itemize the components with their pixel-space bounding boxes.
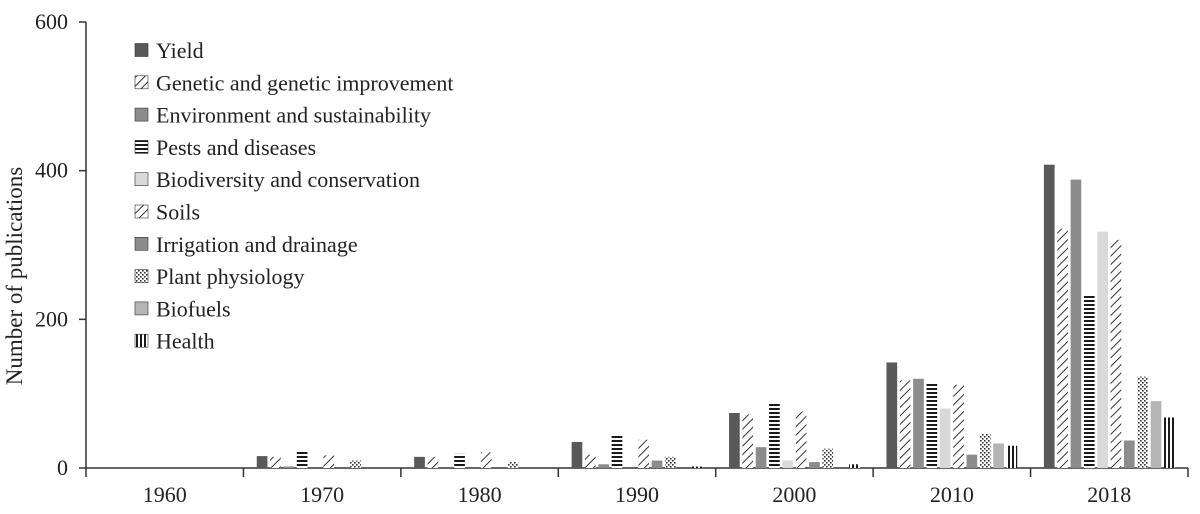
bar-genetic-and-genetic-improvement-1970 [270,456,281,468]
bar-plant-physiology-2018 [1137,376,1148,468]
legend-label-environment-and-sustainability: Environment and sustainability [156,103,431,128]
bar-pests-and-diseases-1970 [296,450,308,468]
bar-soils-2010 [953,384,964,468]
bar-health-1990 [691,466,703,468]
bar-environment-and-sustainability-1990 [598,464,609,468]
bar-biofuels-2010 [993,443,1004,468]
bar-biodiversity-and-conservation-2000 [782,460,794,468]
bar-biodiversity-and-conservation-2018 [1097,231,1108,468]
bar-soils-1990 [638,439,650,468]
bar-plant-physiology-1970 [350,460,361,468]
bar-plant-physiology-1990 [665,456,676,468]
bar-yield-2010 [886,362,898,468]
x-axis: 1960 1970 1980 1990 2000 2010 2018 [85,467,1189,507]
legend-swatch-biofuels [134,301,149,316]
y-tick-label: 600 [35,9,68,34]
legend-label-genetic-and-genetic-improvement: Genetic and genetic improvement [156,70,454,95]
x-tick-label: 2010 [930,482,974,507]
bars [256,164,1175,468]
legend-label-biodiversity-and-conservation: Biodiversity and conservation [156,167,420,192]
bar-health-2010 [1006,445,1018,468]
bar-pests-and-diseases-2018 [1083,295,1095,468]
legend-swatch-yield [134,43,149,57]
legend-swatch-soils [134,204,149,219]
legend: Yield Genetic and genetic improvement Envi… [134,38,454,354]
legend-label-irrigation-and-drainage: Irrigation and drainage [156,232,358,257]
legend-swatch-plant-physiology [134,269,149,283]
y-tick-label: 400 [35,158,68,183]
legend-label-yield: Yield [156,38,204,63]
x-tick-label: 1970 [300,482,344,507]
bar-yield-1970 [256,456,268,468]
y-tick-label: 200 [35,306,68,331]
legend-label-biofuels: Biofuels [156,296,231,321]
bar-yield-2000 [729,412,740,468]
legend-label-health: Health [156,329,215,354]
y-axis-title: Number of publications [2,167,27,386]
x-tick-label: 1980 [458,482,502,507]
bar-yield-2018 [1043,164,1055,468]
x-tick-label: 2000 [772,482,816,507]
bar-biofuels-2018 [1150,401,1162,468]
bar-soils-2018 [1110,239,1122,468]
bar-environment-and-sustainability-2010 [913,378,924,468]
x-tick-label: 1960 [143,482,187,507]
legend-swatch-irrigation-and-drainage [134,237,149,251]
legend-label-pests-and-diseases: Pests and diseases [156,135,316,160]
bar-pests-and-diseases-1980 [454,453,465,468]
bar-biodiversity-and-conservation-2010 [939,408,951,468]
x-tick-label: 2018 [1087,482,1131,507]
bar-irrigation-and-drainage-2000 [809,462,820,468]
bar-soils-2000 [795,411,807,468]
bar-irrigation-and-drainage-2018 [1123,440,1135,468]
bar-yield-1980 [414,456,425,468]
legend-swatch-environment-and-sustainability [134,107,149,122]
bar-pests-and-diseases-1990 [611,435,623,468]
legend-swatch-biodiversity-and-conservation [134,172,149,186]
bar-soils-1980 [480,452,492,468]
bar-health-2000 [849,464,860,468]
bar-yield-1990 [571,441,583,468]
bar-genetic-and-genetic-improvement-2010 [899,380,911,468]
bar-plant-physiology-2010 [979,433,991,468]
bar-genetic-and-genetic-improvement-2018 [1057,228,1068,468]
bar-plant-physiology-1980 [507,462,519,468]
legend-label-plant-physiology: Plant physiology [156,264,305,289]
legend-label-soils: Soils [156,200,200,225]
legend-swatch-genetic-and-genetic-improvement [134,75,149,90]
y-axis: 0 200 400 600 [35,9,87,480]
bar-pests-and-diseases-2000 [769,403,780,468]
bar-pests-and-diseases-2010 [926,384,938,468]
bar-genetic-and-genetic-improvement-1980 [427,456,439,468]
bar-health-2018 [1163,417,1175,468]
bar-environment-and-sustainability-1970 [283,466,295,468]
bar-irrigation-and-drainage-1990 [651,460,663,468]
bar-environment-and-sustainability-2000 [755,447,767,468]
bar-environment-and-sustainability-2018 [1070,179,1082,468]
bar-genetic-and-genetic-improvement-2000 [742,414,754,468]
legend-swatch-health [134,333,149,348]
bar-soils-1970 [323,455,335,468]
legend-swatch-pests-and-diseases [134,140,149,154]
bar-irrigation-and-drainage-2010 [966,454,978,468]
y-tick-label: 0 [57,455,68,480]
x-tick-label: 1990 [615,482,659,507]
bar-genetic-and-genetic-improvement-1990 [584,454,596,468]
bar-plant-physiology-2000 [822,448,834,468]
